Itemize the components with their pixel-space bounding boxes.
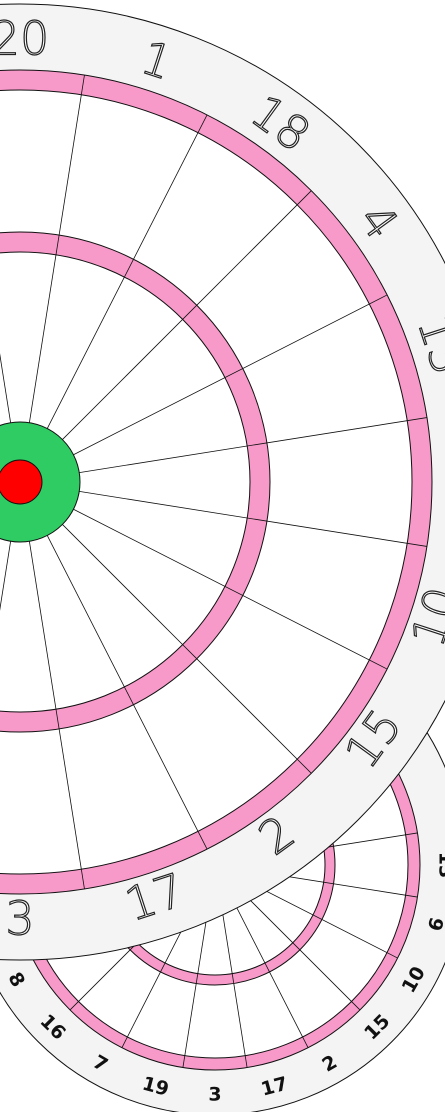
sector-number: 3 xyxy=(208,1084,221,1106)
bullseye xyxy=(0,460,42,504)
sector-number: 3 xyxy=(5,892,34,946)
page: {"big_board": {"labels": ["20", "1", "18… xyxy=(0,0,445,1112)
sector-number: 20 xyxy=(0,12,49,66)
sector-number: 13 xyxy=(435,852,445,878)
dartboard-view: 13610152173197168 2011841310152173 xyxy=(0,0,445,1112)
